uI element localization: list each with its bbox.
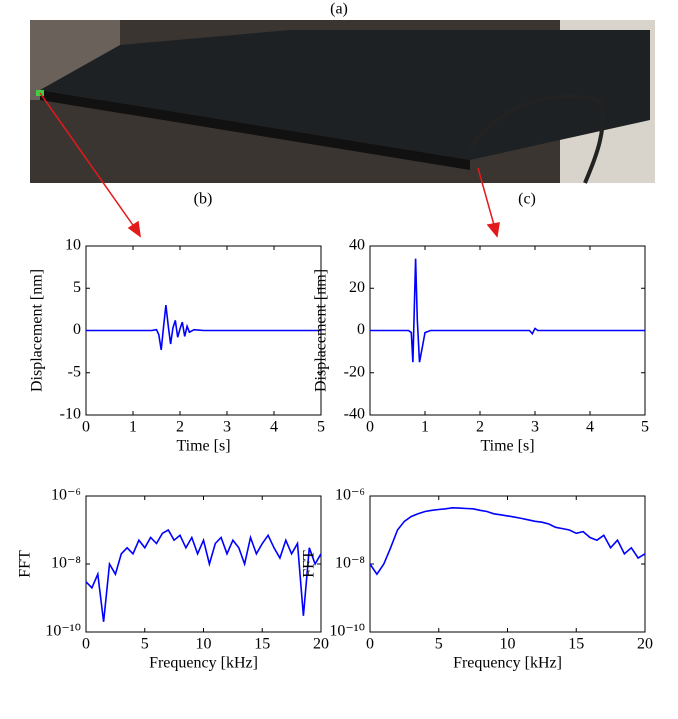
x-tick-label: 5 xyxy=(141,636,149,653)
y-tick-label: 10 xyxy=(65,237,81,254)
x-axis-label: Time [s] xyxy=(480,438,534,455)
y-tick-label: 40 xyxy=(349,237,365,254)
y-tick-label: 10⁻⁶ xyxy=(335,487,365,504)
y-tick-label: 10⁻¹⁰ xyxy=(45,623,81,640)
y-tick-label: 10⁻⁸ xyxy=(335,555,365,572)
x-tick-label: 3 xyxy=(223,419,231,436)
panel-label: (c) xyxy=(518,191,536,208)
y-axis-label: Displacement [nm] xyxy=(313,269,330,392)
y-tick-label: -5 xyxy=(68,363,81,380)
axes-box xyxy=(85,495,322,633)
x-axis-label: Frequency [kHz] xyxy=(453,655,562,672)
y-tick-label: -20 xyxy=(344,363,365,380)
data-line xyxy=(369,506,646,576)
x-tick-label: 4 xyxy=(270,419,278,436)
x-tick-label: 1 xyxy=(129,419,137,436)
x-tick-label: 5 xyxy=(317,419,325,436)
arrows xyxy=(39,92,500,238)
arrow-head xyxy=(127,220,141,238)
x-tick-label: 20 xyxy=(637,636,653,653)
x-tick-label: 4 xyxy=(586,419,594,436)
y-tick-label: 0 xyxy=(357,321,365,338)
y-tick-label: -40 xyxy=(344,406,365,423)
x-tick-label: 3 xyxy=(531,419,539,436)
data-line xyxy=(86,305,321,351)
photo xyxy=(30,20,655,184)
x-tick-label: 2 xyxy=(176,419,184,436)
plate-edge xyxy=(40,90,470,170)
x-tick-label: 20 xyxy=(313,636,329,653)
x-tick-label: 15 xyxy=(254,636,270,653)
arrow xyxy=(39,92,136,229)
y-tick-label: 10⁻⁶ xyxy=(51,487,81,504)
panel-label: (b) xyxy=(194,191,213,208)
x-tick-label: 5 xyxy=(641,419,649,436)
x-tick-label: 2 xyxy=(476,419,484,436)
data-line xyxy=(85,528,322,622)
y-tick-label: 5 xyxy=(73,279,81,296)
y-axis-label: FFT xyxy=(301,550,318,578)
y-tick-label: 10⁻⁸ xyxy=(51,555,81,572)
y-tick-label: 10⁻¹⁰ xyxy=(329,623,365,640)
x-tick-label: 10 xyxy=(196,636,212,653)
plate xyxy=(40,30,650,160)
y-tick-label: 20 xyxy=(349,279,365,296)
x-tick-label: 15 xyxy=(568,636,584,653)
x-tick-label: 1 xyxy=(421,419,429,436)
x-tick-label: 0 xyxy=(82,636,90,653)
panel-label: (a) xyxy=(330,1,348,18)
x-axis-label: Frequency [kHz] xyxy=(149,655,258,672)
x-tick-label: 0 xyxy=(366,636,374,653)
x-tick-label: 0 xyxy=(82,419,90,436)
y-tick-label: -10 xyxy=(60,406,81,423)
y-tick-label: 0 xyxy=(73,321,81,338)
x-tick-label: 0 xyxy=(366,419,374,436)
data-line xyxy=(370,258,645,363)
y-axis-label: Displacement [nm] xyxy=(29,269,46,392)
x-tick-label: 5 xyxy=(435,636,443,653)
arrow xyxy=(477,167,495,226)
arrow-head xyxy=(486,222,500,238)
y-axis-label: FFT xyxy=(17,550,34,578)
cable xyxy=(468,94,605,184)
x-tick-label: 10 xyxy=(500,636,516,653)
x-axis-label: Time [s] xyxy=(176,438,230,455)
